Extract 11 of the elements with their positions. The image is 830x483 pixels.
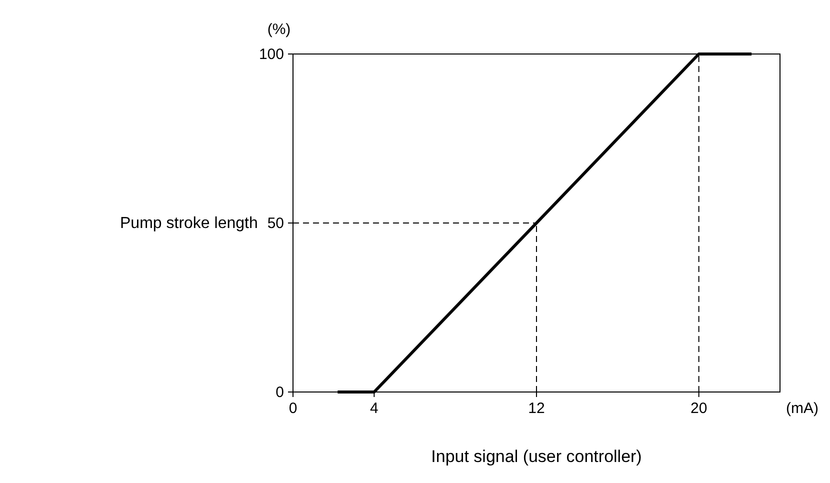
x-tick-label: 0: [288, 400, 298, 417]
x-axis-title: Input signal (user controller): [431, 447, 642, 466]
x-tick-label: 12: [528, 400, 545, 417]
y-tick-label: 100: [258, 46, 284, 63]
x-tick-label: 4: [370, 400, 378, 417]
y-axis-title: Pump stroke length: [120, 215, 258, 232]
y-tick-label: 0: [276, 384, 284, 401]
text: (%): [267, 21, 291, 38]
text: (mA): [786, 400, 818, 417]
x-tick-label: 20: [690, 400, 708, 417]
y-tick-label: 50: [267, 215, 284, 232]
